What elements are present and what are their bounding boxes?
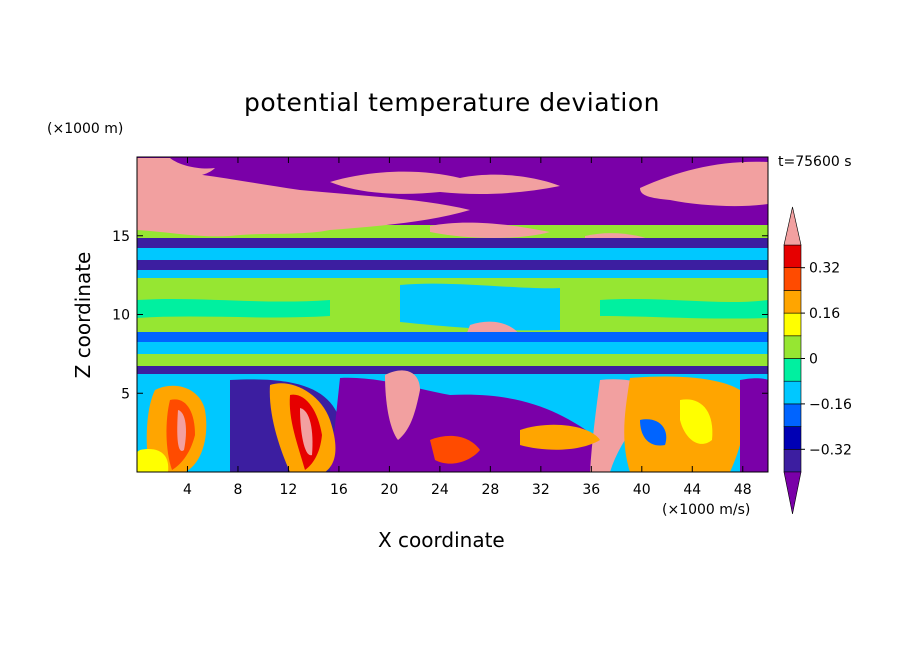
x-tick-label: 16 xyxy=(330,482,348,498)
colorbar-bin xyxy=(783,267,802,291)
colorbar-bin xyxy=(783,312,802,337)
colorbar-tick-label: 0 xyxy=(809,352,818,368)
colorbar-tick-label: 0.16 xyxy=(809,306,840,322)
x-tick-label: 4 xyxy=(183,482,192,498)
y-tick-label: 15 xyxy=(112,229,130,245)
colorbar-bin xyxy=(783,426,802,450)
x-tick-label: 24 xyxy=(431,482,449,498)
x-axis-label: X coordinate xyxy=(378,528,505,552)
contour-field xyxy=(137,157,768,472)
x-tick-label: 20 xyxy=(380,482,398,498)
x-tick-label: 8 xyxy=(233,482,242,498)
y-tick-label: 10 xyxy=(112,308,130,324)
colorbar-bin xyxy=(783,403,802,427)
x-tick-label: 32 xyxy=(532,482,550,498)
colorbar-tick-label: 0.32 xyxy=(809,261,840,277)
x-axis-ticks: 4 8 12 16 20 24 28 32 36 40 44 48 xyxy=(183,157,752,498)
colorbar-bin xyxy=(783,335,802,359)
y-axis-unit: (×1000 m) xyxy=(47,121,124,137)
x-tick-label: 48 xyxy=(734,482,752,498)
colorbar-tick-label: −0.32 xyxy=(809,442,852,458)
colorbar-bin xyxy=(783,380,802,405)
colorbar-bin xyxy=(783,358,802,382)
colorbar: −0.32 −0.16 0 0.16 0.32 xyxy=(783,206,852,515)
x-tick-label: 40 xyxy=(633,482,651,498)
x-axis-unit: (×1000 m/s) xyxy=(662,502,751,518)
x-tick-label: 44 xyxy=(683,482,701,498)
chart-title: potential temperature deviation xyxy=(244,88,660,117)
colorbar-bin xyxy=(783,448,802,473)
y-tick-label: 5 xyxy=(121,386,130,402)
colorbar-extend-top xyxy=(783,206,802,246)
x-tick-label: 36 xyxy=(582,482,600,498)
colorbar-bin xyxy=(783,290,802,314)
x-tick-label: 12 xyxy=(280,482,298,498)
time-label: t=75600 s xyxy=(778,154,852,170)
colorbar-extend-bottom xyxy=(783,471,802,515)
y-axis-ticks: 5 10 15 xyxy=(112,229,768,402)
colorbar-bin xyxy=(783,244,802,269)
colorbar-tick-label: −0.16 xyxy=(809,397,852,413)
x-tick-label: 28 xyxy=(481,482,499,498)
